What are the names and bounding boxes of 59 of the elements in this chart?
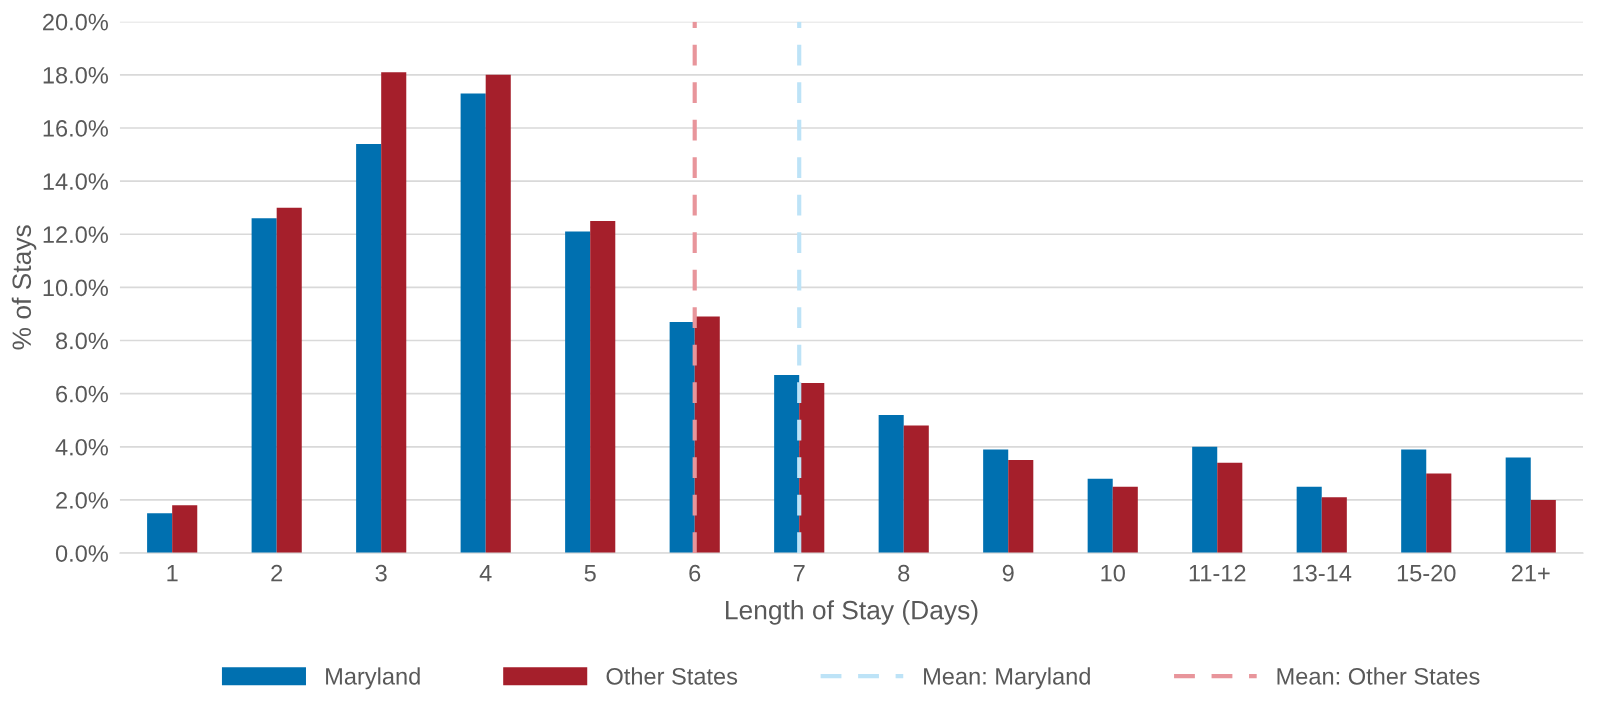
bar xyxy=(983,449,1009,554)
legend-label: Maryland xyxy=(326,667,420,690)
y-tick-label: 10.0% xyxy=(43,279,108,297)
x-tick-label: 4 xyxy=(479,565,492,582)
bar xyxy=(251,218,277,554)
bar xyxy=(1505,457,1531,554)
y-tick-label: 16.0% xyxy=(43,120,108,137)
bar xyxy=(1321,497,1347,554)
y-tick-label: 18.0% xyxy=(43,66,108,84)
y-tick-label: 4.0% xyxy=(55,438,108,456)
x-tick-label: 8 xyxy=(898,564,910,582)
bar xyxy=(1530,499,1556,554)
y-tick-label: 0.0% xyxy=(55,545,108,562)
bar xyxy=(774,375,800,554)
bar xyxy=(172,505,198,554)
y-axis-title: % of Stays xyxy=(11,225,37,350)
bar xyxy=(485,74,511,554)
x-tick-label: 5 xyxy=(584,565,596,582)
y-tick-label: 14.0% xyxy=(43,173,108,190)
bar xyxy=(903,425,929,554)
bar xyxy=(669,321,695,554)
bar xyxy=(381,72,407,554)
legend-label: Mean: Other States xyxy=(1277,667,1480,685)
x-tick-label: 15-20 xyxy=(1397,564,1456,582)
x-tick-label: 10 xyxy=(1101,564,1125,582)
bar xyxy=(147,513,173,554)
legend-label: Other States xyxy=(606,667,738,685)
legend-label: Mean: Maryland xyxy=(924,667,1090,690)
bar xyxy=(1192,446,1218,554)
bar xyxy=(1087,478,1113,554)
bar xyxy=(1296,486,1322,554)
y-tick-label: 20.0% xyxy=(43,13,108,31)
x-tick-label: 7 xyxy=(793,565,805,582)
bar xyxy=(590,220,616,554)
x-tick-label: 1 xyxy=(167,565,178,582)
x-tick-label: 2 xyxy=(271,564,283,582)
x-tick-label: 6 xyxy=(689,564,701,582)
bar xyxy=(694,316,720,554)
x-tick-label: 3 xyxy=(375,564,387,582)
bar xyxy=(1217,462,1243,554)
bar xyxy=(276,207,302,554)
bar xyxy=(356,143,382,554)
bar xyxy=(878,414,904,554)
bar xyxy=(565,231,591,554)
y-tick-label: 12.0% xyxy=(43,226,108,244)
bar xyxy=(1112,486,1138,554)
x-axis-title: Length of Stay (Days) xyxy=(726,600,978,625)
x-tick-label: 21+ xyxy=(1511,564,1550,582)
y-tick-label: 6.0% xyxy=(56,385,108,403)
x-tick-label: 11-12 xyxy=(1189,564,1246,582)
y-tick-label: 2.0% xyxy=(56,492,108,509)
bar xyxy=(799,383,825,554)
bar xyxy=(460,93,486,554)
bar xyxy=(1008,460,1034,554)
x-tick-label: 9 xyxy=(1002,564,1014,582)
bar xyxy=(1426,473,1452,554)
y-tick-label: 8.0% xyxy=(56,332,108,350)
bar xyxy=(1401,449,1427,554)
x-tick-label: 13-14 xyxy=(1293,564,1352,582)
